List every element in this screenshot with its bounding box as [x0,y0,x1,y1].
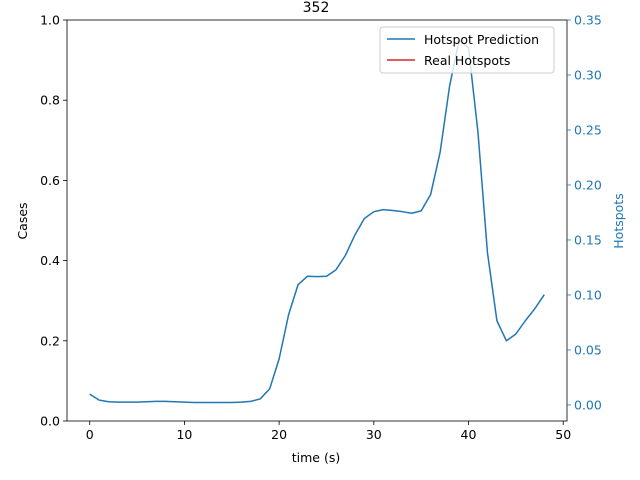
y-tick-label: 0.6 [40,173,60,188]
y-tick-label: 0.8 [40,93,60,108]
y-axis-label: Cases [15,202,30,239]
right-y-tick-label: 0.00 [574,397,602,412]
right-y-tick-label: 0.25 [574,122,602,137]
y-tick-label: 0.0 [40,414,60,429]
x-tick-label: 0 [86,427,94,442]
x-tick-label: 50 [555,427,571,442]
y-tick-label: 0.4 [40,253,60,268]
x-axis-ticks: 0 10 20 30 40 50 [86,421,571,442]
x-tick-label: 20 [271,427,287,442]
x-tick-label: 40 [461,427,477,442]
plot-frame [66,19,568,422]
y-tick-label: 0.2 [40,333,60,348]
chart-title: 352 [303,0,330,16]
legend: Hotspot Prediction Real Hotspots [379,26,555,74]
right-y-tick-label: 0.35 [574,13,602,28]
y-tick-label: 1.0 [40,13,60,28]
plot-area [66,19,568,422]
right-y-tick-label: 0.30 [574,67,602,82]
legend-label-hotspot-prediction: Hotspot Prediction [424,32,539,47]
right-y-tick-label: 0.20 [574,177,602,192]
x-axis-label: time (s) [292,450,340,465]
right-y-tick-label: 0.05 [574,342,602,357]
legend-box [379,26,555,74]
right-y-tick-label: 0.15 [574,232,602,247]
legend-label-real-hotspots: Real Hotspots [424,53,510,68]
x-tick-label: 10 [176,427,192,442]
y-axis-ticks: 0.0 0.2 0.4 0.6 0.8 1.0 [40,13,67,429]
right-y-axis-label: Hotspots [611,193,626,248]
right-y-tick-label: 0.10 [574,287,602,302]
series-line-0 [89,39,545,404]
right-y-axis-ticks: 0.00 0.05 0.10 0.15 0.20 0.25 0.30 0.35 [567,13,602,412]
x-tick-label: 30 [366,427,382,442]
